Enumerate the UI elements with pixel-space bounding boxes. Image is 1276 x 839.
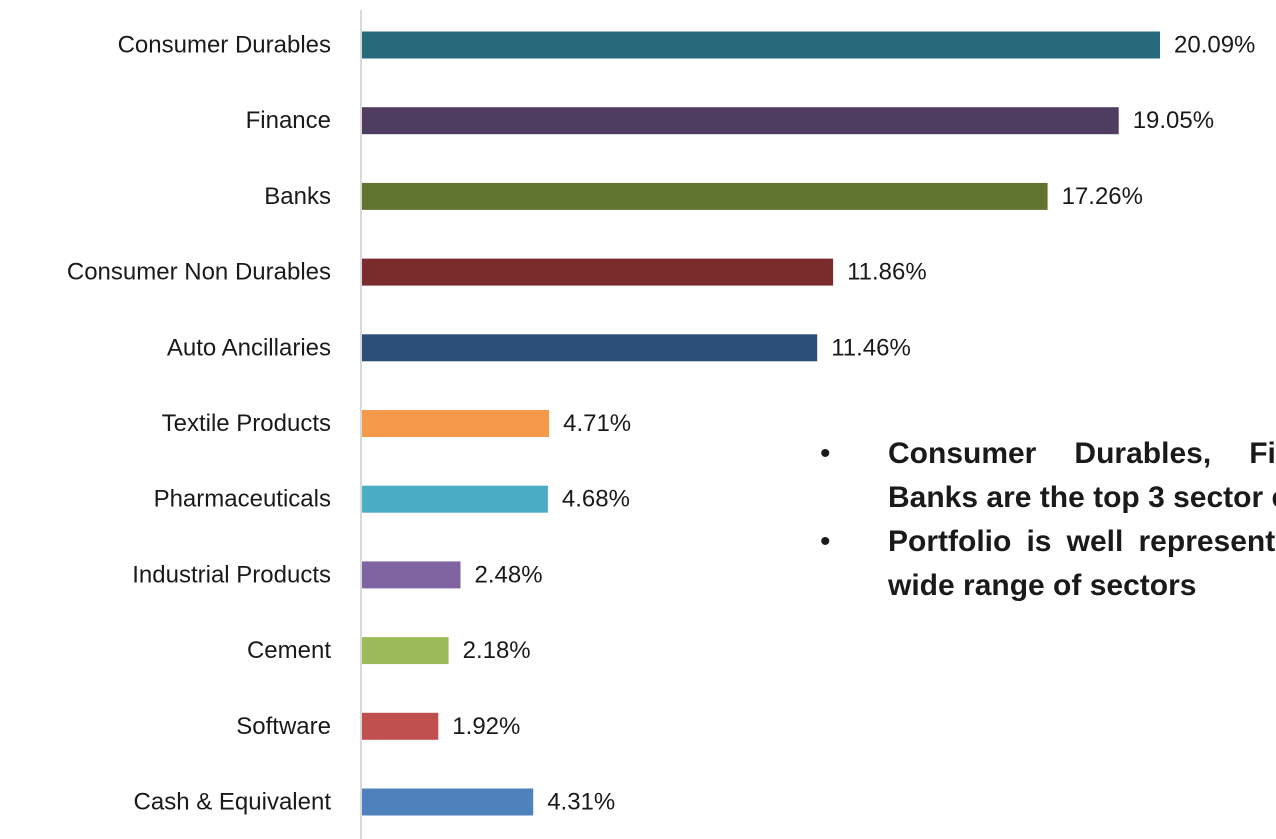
- bar: [362, 31, 1160, 59]
- bars-layer: [362, 31, 1160, 816]
- value-labels: 20.09% 19.05% 17.26% 11.86% 11.46% 4.71% 4.68%…: [452, 32, 1255, 816]
- bar: [362, 561, 461, 589]
- category-label: Industrial Products: [132, 561, 331, 588]
- commentary-text: Consumer Durables, Finance and Banks are…: [888, 437, 1276, 514]
- commentary-item: • Portfolio is well represented across a…: [814, 520, 1276, 608]
- bar: [362, 485, 548, 513]
- value-label: 4.31%: [547, 789, 615, 816]
- value-label: 2.18%: [463, 637, 531, 664]
- bar: [362, 107, 1119, 135]
- category-label: Software: [236, 713, 331, 740]
- bar: [362, 712, 439, 740]
- bar: [362, 334, 818, 362]
- commentary-text: Portfolio is well represented across a w…: [888, 525, 1276, 602]
- value-label: 2.48%: [475, 561, 543, 588]
- value-label: 11.46%: [831, 334, 911, 361]
- category-label: Pharmaceuticals: [154, 486, 331, 513]
- bar: [362, 410, 550, 437]
- bar: [362, 182, 1048, 210]
- category-label: Consumer Durables: [118, 32, 331, 59]
- value-label: 17.26%: [1062, 183, 1143, 210]
- bullet-icon: •: [820, 525, 831, 558]
- bar: [362, 258, 834, 286]
- category-label: Auto Ancillaries: [167, 334, 331, 361]
- commentary-list: • Consumer Durables, Finance and Banks a…: [814, 432, 1276, 608]
- bar: [362, 788, 534, 816]
- value-label: 4.71%: [563, 410, 631, 437]
- value-label: 19.05%: [1133, 107, 1214, 134]
- category-label: Cash & Equivalent: [134, 789, 332, 816]
- value-label: 1.92%: [452, 713, 520, 740]
- category-label: Consumer Non Durables: [67, 259, 331, 286]
- bar: [362, 637, 449, 665]
- value-label: 4.68%: [562, 486, 630, 513]
- category-label: Cement: [247, 637, 331, 664]
- commentary-item: • Consumer Durables, Finance and Banks a…: [814, 432, 1276, 520]
- bullet-icon: •: [820, 437, 831, 470]
- category-label: Finance: [246, 107, 331, 134]
- value-label: 20.09%: [1174, 32, 1255, 59]
- value-label: 11.86%: [847, 259, 927, 286]
- category-labels: Consumer Durables Finance Banks Consumer No…: [67, 32, 331, 816]
- category-label: Textile Products: [162, 410, 331, 437]
- category-label: Banks: [264, 183, 331, 210]
